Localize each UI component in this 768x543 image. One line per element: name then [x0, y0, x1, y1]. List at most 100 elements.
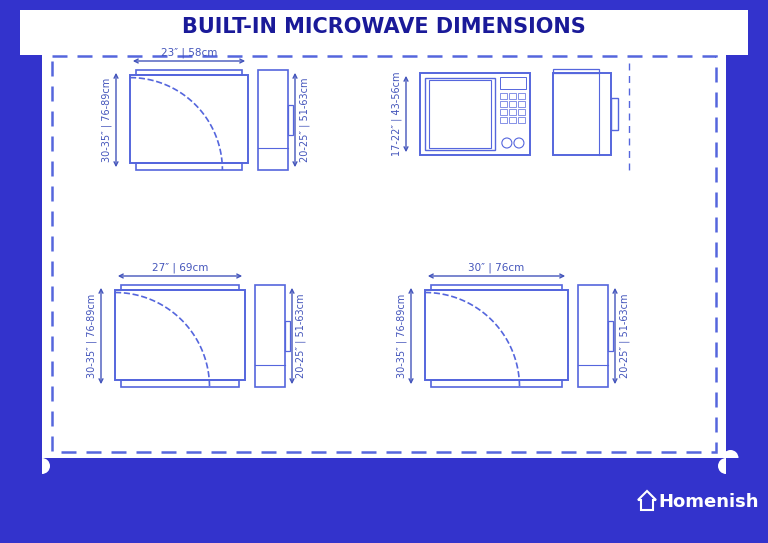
Wedge shape — [718, 202, 726, 218]
Text: 20-25″ | 51-63cm: 20-25″ | 51-63cm — [619, 294, 630, 378]
Bar — [553, 69, 599, 73]
Wedge shape — [621, 450, 637, 458]
Wedge shape — [42, 410, 50, 426]
Text: 27″ | 69cm: 27″ | 69cm — [152, 262, 208, 273]
Bar — [518, 93, 525, 99]
Wedge shape — [718, 250, 726, 266]
Bar — [500, 101, 507, 107]
Wedge shape — [570, 450, 585, 458]
Bar — [608, 321, 613, 351]
Wedge shape — [718, 458, 726, 474]
Wedge shape — [654, 450, 670, 458]
Bar — [121, 380, 239, 387]
Bar — [258, 70, 288, 170]
Wedge shape — [718, 442, 726, 458]
Wedge shape — [42, 154, 50, 170]
Wedge shape — [42, 106, 50, 122]
Bar — [420, 73, 530, 155]
Wedge shape — [718, 74, 726, 90]
Wedge shape — [382, 450, 399, 458]
Wedge shape — [42, 330, 50, 346]
Text: 20-25″ | 51-63cm: 20-25″ | 51-63cm — [299, 78, 310, 162]
Text: Homenish: Homenish — [658, 493, 759, 511]
Wedge shape — [42, 58, 50, 74]
Wedge shape — [42, 426, 50, 442]
Bar — [431, 380, 562, 387]
Bar — [500, 117, 507, 123]
Wedge shape — [280, 450, 296, 458]
Wedge shape — [42, 170, 50, 186]
Wedge shape — [718, 90, 726, 106]
Wedge shape — [718, 410, 726, 426]
Wedge shape — [718, 218, 726, 234]
Bar — [0, 458, 768, 543]
Wedge shape — [718, 346, 726, 362]
Bar — [553, 73, 611, 155]
Wedge shape — [42, 90, 50, 106]
Wedge shape — [42, 362, 50, 378]
Bar — [518, 117, 525, 123]
Wedge shape — [718, 314, 726, 330]
Wedge shape — [42, 378, 50, 394]
Wedge shape — [399, 450, 415, 458]
Bar — [52, 56, 716, 452]
Wedge shape — [247, 450, 263, 458]
Bar — [578, 285, 608, 387]
Wedge shape — [723, 450, 739, 458]
Wedge shape — [42, 138, 50, 154]
Wedge shape — [416, 450, 432, 458]
Bar — [500, 93, 507, 99]
Text: 30-35″ | 76-89cm: 30-35″ | 76-89cm — [396, 294, 407, 378]
Wedge shape — [349, 450, 365, 458]
Wedge shape — [42, 394, 50, 410]
Wedge shape — [718, 170, 726, 186]
Wedge shape — [718, 138, 726, 154]
Bar — [509, 101, 516, 107]
Wedge shape — [42, 282, 50, 298]
Wedge shape — [42, 122, 50, 138]
Bar — [726, 55, 768, 458]
Wedge shape — [111, 450, 127, 458]
Bar — [431, 285, 562, 290]
Text: 20-25″ | 51-63cm: 20-25″ | 51-63cm — [296, 294, 306, 378]
Bar — [136, 163, 242, 170]
Wedge shape — [518, 450, 535, 458]
Wedge shape — [59, 450, 75, 458]
Bar — [0, 55, 42, 458]
Bar — [285, 321, 290, 351]
Wedge shape — [451, 450, 466, 458]
Bar — [121, 285, 239, 290]
Bar — [509, 93, 516, 99]
Wedge shape — [144, 450, 161, 458]
Text: 30-35″ | 76-89cm: 30-35″ | 76-89cm — [87, 294, 97, 378]
Bar — [130, 75, 248, 163]
Wedge shape — [604, 450, 620, 458]
Wedge shape — [42, 74, 50, 90]
Bar — [611, 98, 618, 130]
Wedge shape — [718, 154, 726, 170]
Wedge shape — [42, 442, 50, 458]
Wedge shape — [552, 450, 568, 458]
Wedge shape — [42, 234, 50, 250]
Wedge shape — [77, 450, 92, 458]
Bar — [425, 78, 495, 150]
Wedge shape — [230, 450, 246, 458]
Wedge shape — [718, 186, 726, 202]
Text: 30″ | 76cm: 30″ | 76cm — [468, 262, 525, 273]
Wedge shape — [718, 282, 726, 298]
Wedge shape — [213, 450, 229, 458]
Wedge shape — [718, 362, 726, 378]
Bar — [518, 101, 525, 107]
Wedge shape — [366, 450, 382, 458]
Wedge shape — [161, 450, 177, 458]
Wedge shape — [332, 450, 347, 458]
Wedge shape — [42, 314, 50, 330]
Wedge shape — [718, 394, 726, 410]
Wedge shape — [637, 450, 654, 458]
Wedge shape — [315, 450, 330, 458]
Wedge shape — [688, 450, 704, 458]
Wedge shape — [502, 450, 518, 458]
Wedge shape — [718, 330, 726, 346]
Wedge shape — [671, 450, 687, 458]
Text: 23″ | 58cm: 23″ | 58cm — [161, 47, 217, 58]
